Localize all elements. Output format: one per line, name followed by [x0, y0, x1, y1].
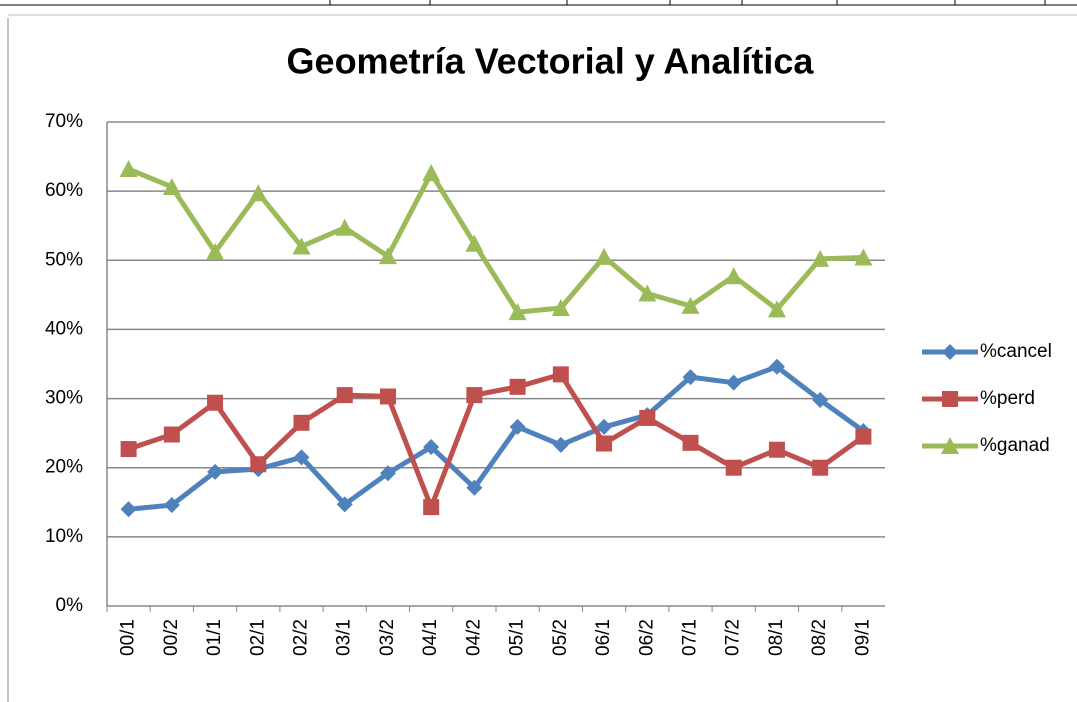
data-point [768, 358, 785, 375]
x-tick-label: 05/1 [507, 619, 528, 656]
data-point [638, 284, 657, 302]
data-point [509, 418, 526, 435]
data-point [293, 449, 310, 466]
chart-title: Geometría Vectorial y Analítica [287, 41, 815, 82]
data-point [596, 435, 613, 452]
data-point [508, 303, 527, 321]
data-point [423, 499, 440, 516]
x-tick-label: 00/2 [161, 619, 182, 656]
legend-label: %cancel [980, 341, 1052, 362]
x-tick-label: 09/1 [852, 619, 873, 656]
y-tick-label: 0% [56, 595, 84, 616]
x-tick-label: 02/2 [291, 619, 312, 656]
data-point [595, 247, 614, 265]
data-point [724, 267, 743, 285]
x-tick-label: 08/2 [809, 619, 830, 656]
x-tick-label: 06/2 [636, 619, 657, 656]
data-point [552, 436, 569, 453]
y-tick-label: 10% [45, 526, 83, 547]
x-tick-label: 01/1 [204, 619, 225, 656]
data-point [855, 428, 872, 445]
x-tick-label: 07/2 [723, 619, 744, 656]
data-point [681, 296, 700, 314]
data-point [249, 184, 268, 202]
data-point [163, 497, 180, 514]
legend-marker [942, 391, 958, 407]
x-tick-label: 04/2 [463, 619, 484, 656]
x-tick-label: 05/2 [550, 619, 571, 656]
data-point [465, 234, 484, 252]
data-point [378, 247, 397, 265]
data-point [335, 218, 354, 236]
y-tick-label: 40% [45, 318, 83, 339]
x-tick-label: 00/1 [118, 619, 139, 656]
x-tick-label: 06/1 [593, 619, 614, 656]
data-point [162, 177, 181, 195]
data-point [552, 366, 569, 383]
data-point [854, 248, 873, 266]
x-tick-label: 04/1 [420, 619, 441, 656]
data-point [336, 387, 353, 404]
data-point [639, 409, 656, 426]
data-point [466, 387, 483, 404]
data-point [379, 388, 396, 405]
data-point [163, 426, 180, 443]
data-point [119, 160, 138, 178]
data-point [336, 496, 353, 513]
data-point [206, 242, 225, 260]
data-point [422, 164, 441, 182]
data-point [120, 441, 137, 458]
y-tick-label: 20% [45, 457, 83, 478]
x-tick-label: 08/1 [766, 619, 787, 656]
data-point [551, 298, 570, 316]
data-point [812, 391, 829, 408]
data-point [293, 414, 310, 431]
data-point [207, 463, 224, 480]
y-tick-label: 50% [45, 249, 83, 270]
x-tick-label: 07/1 [680, 619, 701, 656]
data-point [423, 438, 440, 455]
data-point [682, 434, 699, 451]
data-point [207, 394, 224, 411]
x-tick-label: 03/2 [377, 619, 398, 656]
legend-marker [942, 344, 958, 360]
x-tick-label: 02/1 [247, 619, 268, 656]
data-point [768, 441, 785, 458]
data-point [725, 459, 742, 476]
data-point [682, 369, 699, 386]
data-point [120, 501, 137, 518]
data-point [811, 249, 830, 267]
sheet-cells [329, 0, 1046, 5]
data-point [812, 459, 829, 476]
legend-label: %perd [980, 388, 1035, 409]
data-point [725, 374, 742, 391]
legend-label: %ganad [980, 435, 1050, 456]
data-point [509, 378, 526, 395]
y-tick-label: 30% [45, 388, 83, 409]
y-tick-label: 70% [45, 111, 83, 132]
y-tick-label: 60% [45, 180, 83, 201]
data-point [292, 237, 311, 255]
data-point [466, 479, 483, 496]
data-point [767, 300, 786, 318]
data-point [379, 465, 396, 482]
x-tick-label: 03/1 [334, 619, 355, 656]
data-point [596, 418, 613, 435]
legend-marker [941, 437, 959, 454]
data-point [250, 456, 267, 473]
